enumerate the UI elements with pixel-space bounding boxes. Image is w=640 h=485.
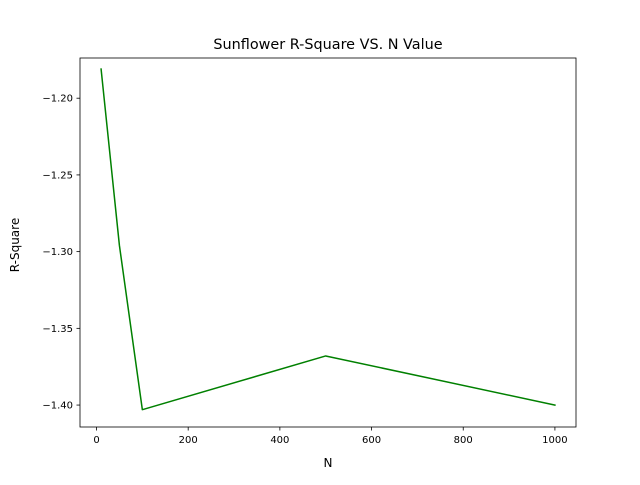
x-tick-label: 600 bbox=[362, 435, 381, 446]
x-tick-label: 200 bbox=[179, 435, 198, 446]
x-tick-label: 400 bbox=[270, 435, 289, 446]
y-tick-label: −1.20 bbox=[42, 94, 73, 105]
x-tick-label: 1000 bbox=[542, 435, 567, 446]
series-line-0 bbox=[100, 68, 556, 411]
y-tick-label: −1.25 bbox=[42, 170, 73, 181]
y-tick-label: −1.30 bbox=[42, 247, 73, 258]
plot-area: 0 200 400 600 800 1000 −1.20 −1.25 −1.30 −1.35 −1.… bbox=[42, 57, 577, 446]
chart-title: Sunflower R-Square VS. N Value bbox=[213, 37, 442, 53]
y-axis-label: R-Square bbox=[8, 218, 22, 272]
y-tick-label: −1.40 bbox=[42, 401, 73, 412]
x-axis-label: N bbox=[324, 456, 333, 470]
x-tick-label: 0 bbox=[93, 435, 99, 446]
axes-frame bbox=[79, 57, 577, 428]
y-tick-label: −1.35 bbox=[42, 324, 73, 335]
x-tick-label: 800 bbox=[454, 435, 473, 446]
